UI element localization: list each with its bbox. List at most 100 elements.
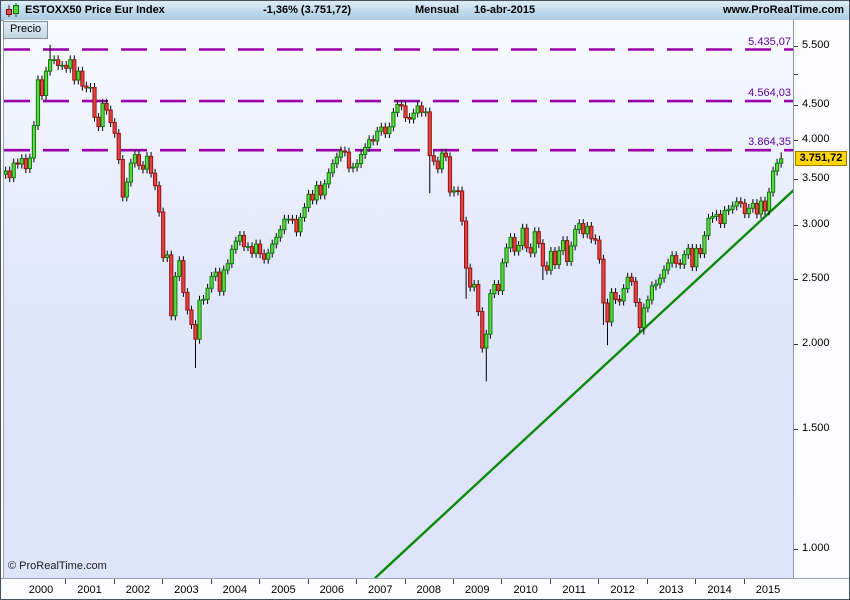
year-label: 2009 <box>464 584 490 596</box>
candle-down <box>148 155 154 174</box>
candle-up <box>173 275 178 317</box>
candle-up <box>274 236 279 245</box>
year-label: 2012 <box>610 584 635 596</box>
candle-down <box>169 254 174 317</box>
price-tick <box>794 139 798 141</box>
candle-down <box>637 301 642 329</box>
price-tick-label: 1.000 <box>802 542 830 554</box>
candle-down <box>629 276 634 282</box>
candle-up <box>270 243 275 254</box>
candle-down <box>84 85 89 89</box>
candle-down <box>678 262 683 265</box>
candle-down <box>698 248 703 255</box>
candle-down <box>108 109 113 124</box>
candle-down <box>552 250 558 266</box>
candle-down <box>468 267 473 288</box>
candle-up <box>298 216 303 233</box>
candle-down <box>443 152 449 158</box>
website-link[interactable]: www.ProRealTime.com <box>722 4 844 16</box>
candle-down <box>524 227 529 249</box>
candle-down <box>674 255 679 264</box>
candle-down <box>120 159 125 198</box>
candle-down <box>455 190 461 193</box>
candle-up <box>779 158 784 164</box>
price-tick <box>794 179 798 181</box>
year-label: 2010 <box>513 584 538 596</box>
candle-up <box>201 298 206 301</box>
candle-up <box>645 299 650 309</box>
candle-up <box>569 245 574 262</box>
time-axis[interactable]: 2000 2001 2002 2003 2004 2005 2006 2007 2008 2009… <box>1 578 849 599</box>
candle-up <box>439 152 444 170</box>
year-tick <box>307 579 309 584</box>
price-tick-label: 2.000 <box>802 337 830 350</box>
candle-down <box>39 79 45 97</box>
chart-canvas[interactable]: 5.435,07 4.564,03 3.864,35 © ProRealTime.c… <box>3 20 793 578</box>
year-label: 2006 <box>319 584 345 596</box>
candle-up <box>68 59 73 69</box>
year-tick <box>501 579 503 584</box>
candle-down <box>241 234 247 248</box>
candle-up <box>229 248 234 265</box>
level-label: 4.564,03 <box>748 87 791 100</box>
candle-up <box>177 260 182 277</box>
candle-down <box>718 213 723 224</box>
candle-up <box>484 333 489 349</box>
candle-up <box>302 206 307 218</box>
candle-up <box>730 205 735 210</box>
candle-down <box>140 164 146 170</box>
candle-up <box>609 292 614 323</box>
level-label: 3.864,35 <box>748 136 791 149</box>
candle-up <box>253 243 259 254</box>
candle-down <box>593 238 598 241</box>
candle-up <box>649 285 655 301</box>
candle-up <box>286 218 291 221</box>
tab-precio[interactable]: Precio <box>3 21 49 39</box>
candle-up <box>144 155 150 170</box>
price-tick <box>794 224 798 226</box>
candle-up <box>358 153 364 165</box>
candle-up <box>213 271 218 277</box>
year-label: 2000 <box>28 584 54 596</box>
year-label: 2002 <box>125 584 151 596</box>
candle-up <box>60 64 65 67</box>
candle-down <box>476 283 481 313</box>
candle-down <box>480 311 485 349</box>
year-tick <box>743 579 745 584</box>
candle-up <box>47 59 53 72</box>
candle-up <box>330 163 335 174</box>
price-tick <box>794 429 798 431</box>
candle-up <box>714 213 719 217</box>
candle-up <box>702 235 707 255</box>
candle-up <box>657 277 663 285</box>
candle-up <box>621 288 626 302</box>
candle-up <box>411 112 416 120</box>
candle-down <box>249 246 255 254</box>
candle-up <box>548 250 554 271</box>
year-label: 2014 <box>707 584 732 596</box>
year-label: 2005 <box>271 584 296 596</box>
candle-up <box>746 207 751 215</box>
candle-up <box>577 223 582 230</box>
candle-down <box>419 105 424 113</box>
price-tick <box>794 278 798 280</box>
candle-up <box>722 210 727 224</box>
candle-down <box>540 243 545 267</box>
candle-up <box>52 59 57 62</box>
candle-down <box>161 211 166 259</box>
candle-up <box>225 263 230 271</box>
candle-up <box>451 190 457 193</box>
candle-up <box>516 245 521 252</box>
candle-up <box>560 240 566 252</box>
candle-up <box>128 162 133 183</box>
candle-down <box>56 59 61 66</box>
candle-up <box>266 252 271 260</box>
year-tick <box>598 579 600 584</box>
candle-down <box>427 111 432 157</box>
candle-down <box>290 218 295 221</box>
candle-down <box>193 324 198 340</box>
year-label: 2011 <box>562 584 586 596</box>
year-tick <box>549 579 551 584</box>
price-axis[interactable]: 3.751,72 5.500 4.500 4.000 3.500 3.000 2.500 2… <box>793 20 849 578</box>
candle-up <box>625 276 630 290</box>
